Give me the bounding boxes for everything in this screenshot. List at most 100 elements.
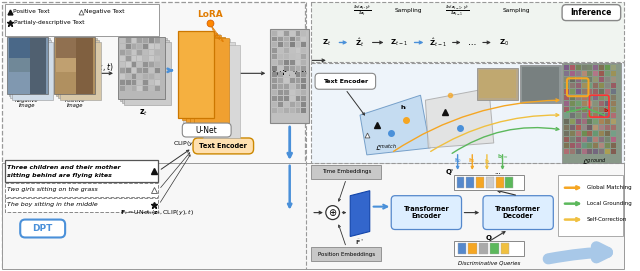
Circle shape <box>326 206 339 220</box>
FancyBboxPatch shape <box>132 86 136 91</box>
Text: Transformer
Decoder: Transformer Decoder <box>495 206 541 219</box>
Text: $\tilde{\mathbf{F}}^*$: $\tilde{\mathbf{F}}^*$ <box>355 237 365 247</box>
FancyBboxPatch shape <box>290 31 294 36</box>
Text: Negative Text: Negative Text <box>84 9 124 14</box>
FancyBboxPatch shape <box>315 73 376 89</box>
FancyBboxPatch shape <box>558 175 623 237</box>
FancyBboxPatch shape <box>301 96 307 101</box>
Polygon shape <box>360 95 430 155</box>
FancyBboxPatch shape <box>588 89 593 94</box>
FancyBboxPatch shape <box>290 54 294 59</box>
FancyBboxPatch shape <box>311 63 623 163</box>
FancyBboxPatch shape <box>611 131 616 136</box>
FancyBboxPatch shape <box>290 37 294 41</box>
FancyBboxPatch shape <box>605 137 610 142</box>
FancyBboxPatch shape <box>582 77 586 82</box>
FancyBboxPatch shape <box>576 119 580 124</box>
FancyBboxPatch shape <box>284 60 289 65</box>
FancyBboxPatch shape <box>296 54 300 59</box>
FancyBboxPatch shape <box>576 107 580 112</box>
FancyBboxPatch shape <box>296 31 300 36</box>
Text: Text Encoder: Text Encoder <box>323 79 368 84</box>
FancyBboxPatch shape <box>611 95 616 100</box>
FancyBboxPatch shape <box>588 101 593 106</box>
FancyBboxPatch shape <box>138 68 142 73</box>
FancyBboxPatch shape <box>138 74 142 79</box>
FancyBboxPatch shape <box>605 65 610 70</box>
FancyBboxPatch shape <box>588 125 593 130</box>
FancyBboxPatch shape <box>564 95 569 100</box>
FancyBboxPatch shape <box>496 177 504 188</box>
FancyBboxPatch shape <box>301 37 307 41</box>
FancyBboxPatch shape <box>193 138 253 154</box>
FancyBboxPatch shape <box>483 196 554 230</box>
FancyBboxPatch shape <box>599 65 604 70</box>
FancyBboxPatch shape <box>588 131 593 136</box>
FancyBboxPatch shape <box>611 77 616 82</box>
FancyBboxPatch shape <box>520 65 561 103</box>
FancyBboxPatch shape <box>576 143 580 148</box>
FancyBboxPatch shape <box>570 131 575 136</box>
FancyBboxPatch shape <box>576 83 580 88</box>
FancyBboxPatch shape <box>272 72 277 77</box>
FancyBboxPatch shape <box>296 66 300 71</box>
FancyBboxPatch shape <box>272 84 277 89</box>
FancyBboxPatch shape <box>588 137 593 142</box>
FancyBboxPatch shape <box>588 119 593 124</box>
FancyBboxPatch shape <box>593 107 598 112</box>
FancyBboxPatch shape <box>272 54 277 59</box>
FancyBboxPatch shape <box>290 84 294 89</box>
FancyBboxPatch shape <box>120 62 125 67</box>
FancyBboxPatch shape <box>576 125 580 130</box>
FancyBboxPatch shape <box>272 60 277 65</box>
FancyBboxPatch shape <box>564 149 569 154</box>
FancyBboxPatch shape <box>301 78 307 83</box>
Text: U-Net: U-Net <box>196 125 218 134</box>
FancyBboxPatch shape <box>278 66 283 71</box>
FancyBboxPatch shape <box>582 71 586 76</box>
FancyBboxPatch shape <box>138 80 142 85</box>
FancyBboxPatch shape <box>132 74 136 79</box>
Text: $\cdots$: $\cdots$ <box>467 38 476 47</box>
FancyBboxPatch shape <box>290 78 294 83</box>
FancyBboxPatch shape <box>278 54 283 59</box>
FancyBboxPatch shape <box>576 71 580 76</box>
FancyBboxPatch shape <box>490 243 499 254</box>
FancyBboxPatch shape <box>120 74 125 79</box>
FancyBboxPatch shape <box>2 2 305 269</box>
FancyBboxPatch shape <box>296 60 300 65</box>
FancyBboxPatch shape <box>582 83 586 88</box>
FancyBboxPatch shape <box>8 38 30 68</box>
FancyBboxPatch shape <box>296 37 300 41</box>
FancyBboxPatch shape <box>143 86 148 91</box>
FancyBboxPatch shape <box>611 83 616 88</box>
Text: Image: Image <box>19 103 35 108</box>
FancyBboxPatch shape <box>284 43 289 47</box>
FancyBboxPatch shape <box>576 77 580 82</box>
FancyBboxPatch shape <box>593 143 598 148</box>
FancyBboxPatch shape <box>588 143 593 148</box>
Text: $\varepsilon_\theta(\mathbf{Z}_t, y, t)$: $\varepsilon_\theta(\mathbf{Z}_t, y, t)$ <box>271 67 307 78</box>
Text: $\mathbf{b}_i$: $\mathbf{b}_i$ <box>603 106 610 115</box>
FancyBboxPatch shape <box>582 107 586 112</box>
FancyBboxPatch shape <box>290 43 294 47</box>
FancyBboxPatch shape <box>56 58 76 72</box>
FancyBboxPatch shape <box>582 65 586 70</box>
FancyBboxPatch shape <box>278 84 283 89</box>
FancyBboxPatch shape <box>290 96 294 101</box>
Text: Positive Text: Positive Text <box>13 9 50 14</box>
FancyBboxPatch shape <box>155 44 160 49</box>
FancyBboxPatch shape <box>155 86 160 91</box>
FancyBboxPatch shape <box>2 163 623 269</box>
FancyBboxPatch shape <box>149 56 154 62</box>
FancyBboxPatch shape <box>576 95 580 100</box>
Text: $\mathbf{b}_{gro}$: $\mathbf{b}_{gro}$ <box>497 153 508 163</box>
FancyBboxPatch shape <box>564 77 569 82</box>
FancyBboxPatch shape <box>599 77 604 82</box>
FancyBboxPatch shape <box>120 86 125 91</box>
Text: Local Grounding: Local Grounding <box>586 201 631 206</box>
FancyBboxPatch shape <box>290 72 294 77</box>
FancyBboxPatch shape <box>564 143 569 148</box>
FancyBboxPatch shape <box>193 40 230 132</box>
FancyBboxPatch shape <box>155 56 160 62</box>
